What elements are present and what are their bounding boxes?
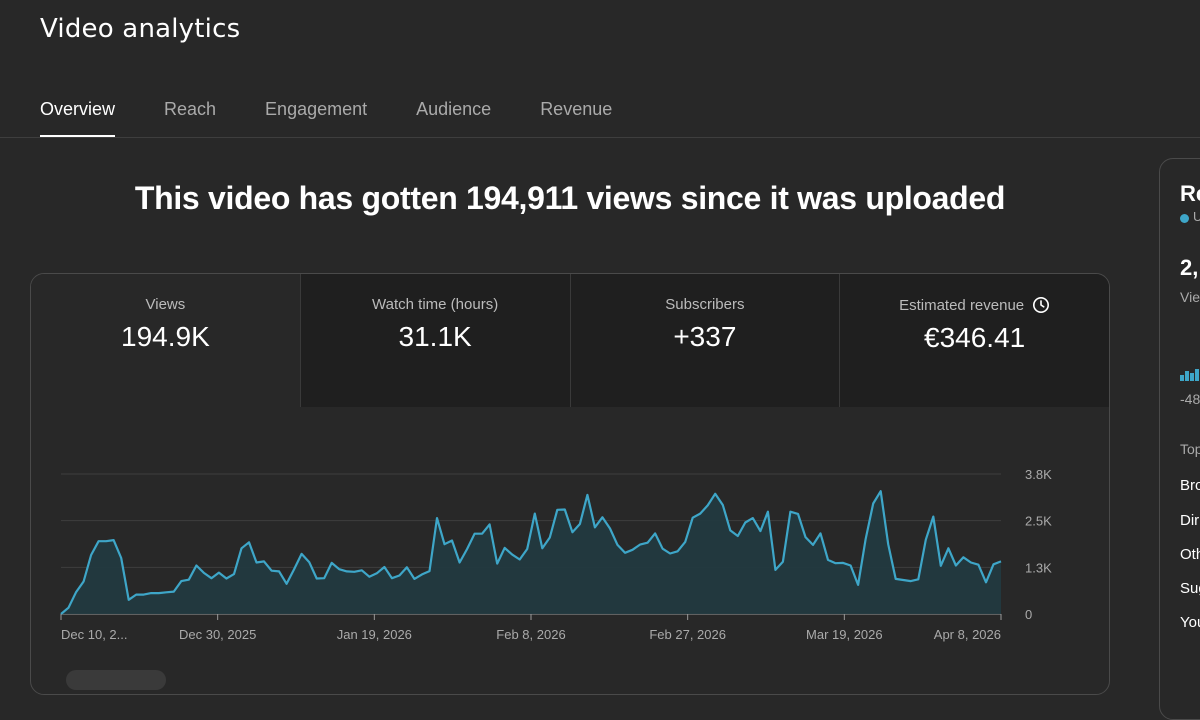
tab-audience[interactable]: Audience	[416, 96, 491, 138]
metric-value: €346.41	[840, 322, 1109, 354]
y-tick-label: 1.3K	[1025, 560, 1052, 575]
metric-label: Watch time (hours)	[301, 296, 570, 313]
metric-views[interactable]: Views 194.9K	[31, 274, 300, 407]
metric-label: Subscribers	[571, 296, 840, 313]
mini-bar	[1195, 369, 1199, 381]
x-tick-label: Dec 30, 2025	[179, 627, 256, 642]
realtime-legend: U	[1193, 209, 1200, 224]
metric-watch-time[interactable]: Watch time (hours) 31.1K	[300, 274, 570, 407]
tab-revenue[interactable]: Revenue	[540, 96, 612, 138]
metric-subscribers[interactable]: Subscribers +337	[570, 274, 840, 407]
realtime-change: -48	[1180, 391, 1200, 407]
y-tick-label: 3.8K	[1025, 467, 1052, 482]
realtime-title: Re	[1180, 181, 1200, 207]
page-title: Video analytics	[40, 14, 240, 44]
realtime-value-label: Vie	[1180, 289, 1200, 305]
realtime-card: Re U 2, Vie -48 Top Bro Dir Oth Sug You	[1159, 158, 1200, 720]
metric-tabs: Views 194.9K Watch time (hours) 31.1K Su…	[31, 274, 1109, 407]
metric-estimated-revenue[interactable]: Estimated revenue €346.41	[839, 274, 1109, 407]
metric-label: Estimated revenue	[840, 296, 1109, 314]
top-content-heading: Top	[1180, 441, 1200, 457]
traffic-source-item[interactable]: Oth	[1180, 546, 1200, 563]
x-tick-label: Apr 8, 2026	[934, 627, 1001, 642]
metric-label: Views	[31, 296, 300, 313]
metric-label-text: Watch time (hours)	[372, 296, 498, 313]
realtime-mini-chart	[1180, 369, 1200, 381]
x-tick-label: Dec 10, 2...	[61, 627, 127, 642]
mini-bar	[1190, 373, 1194, 381]
x-tick-label: Feb 27, 2026	[649, 627, 726, 642]
live-dot-icon	[1180, 214, 1189, 223]
x-tick-label: Feb 8, 2026	[496, 627, 565, 642]
tabs-divider	[0, 137, 1200, 138]
y-tick-label: 0	[1025, 607, 1032, 622]
views-chart: 0 1.3K 2.5K 3.8K Dec 10, 2... Dec 30, 2025 Jan…	[31, 407, 1109, 694]
clock-icon[interactable]	[1032, 296, 1050, 314]
mini-bar	[1185, 371, 1189, 381]
tab-reach[interactable]: Reach	[164, 96, 216, 138]
metric-label-text: Views	[146, 296, 186, 313]
traffic-source-item[interactable]: Sug	[1180, 580, 1200, 597]
metric-value: 31.1K	[301, 321, 570, 353]
mini-bar	[1180, 375, 1184, 381]
tab-bar: Overview Reach Engagement Audience Reven…	[40, 96, 661, 138]
views-headline: This video has gotten 194,911 views sinc…	[0, 180, 1140, 217]
x-tick-label: Mar 19, 2026	[806, 627, 883, 642]
metric-value: +337	[571, 321, 840, 353]
metric-label-text: Subscribers	[665, 296, 744, 313]
views-chart-svg: 0 1.3K 2.5K 3.8K Dec 10, 2... Dec 30, 2025 Jan…	[31, 407, 1109, 694]
traffic-source-item[interactable]: Bro	[1180, 477, 1200, 494]
y-tick-label: 2.5K	[1025, 514, 1052, 529]
traffic-source-item[interactable]: You	[1180, 614, 1200, 631]
views-area-fill	[61, 491, 1001, 614]
overview-chart-card: Views 194.9K Watch time (hours) 31.1K Su…	[30, 273, 1110, 695]
metric-label-text: Estimated revenue	[899, 297, 1024, 314]
tab-overview[interactable]: Overview	[40, 96, 115, 138]
tab-engagement[interactable]: Engagement	[265, 96, 367, 138]
see-more-button[interactable]	[66, 670, 166, 690]
x-tick-label: Jan 19, 2026	[337, 627, 412, 642]
traffic-source-item[interactable]: Dir	[1180, 512, 1199, 529]
realtime-value: 2,	[1180, 255, 1198, 281]
metric-value: 194.9K	[31, 321, 300, 353]
